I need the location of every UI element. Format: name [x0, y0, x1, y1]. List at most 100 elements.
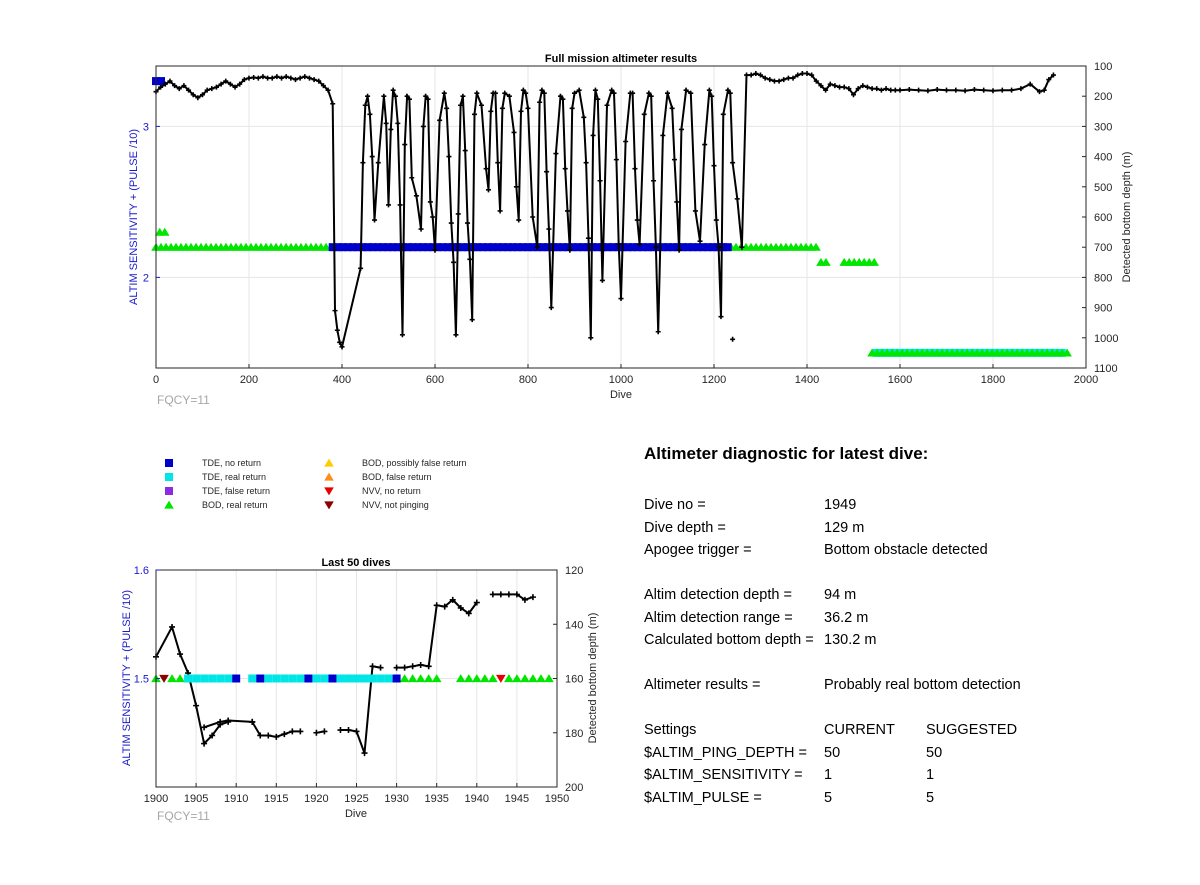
depth-point — [785, 75, 791, 81]
setting-current: 5 — [824, 789, 833, 806]
depth-point — [632, 166, 638, 172]
depth-point — [369, 154, 375, 160]
full-mission-ylabel: ALTIM SENSITIVITY + (PULSE /10) — [128, 129, 140, 305]
full-mission-title: Full mission altimeter results — [545, 53, 697, 65]
diagnostic-title: Altimeter diagnostic for latest dive: — [644, 444, 929, 463]
depth-point — [489, 591, 496, 598]
depth-point — [320, 83, 326, 89]
data-marker — [668, 243, 677, 252]
depth-point — [655, 329, 661, 335]
depth-point — [213, 84, 219, 90]
depth-point — [293, 77, 298, 83]
depth-point — [465, 220, 471, 226]
depth-point — [897, 87, 903, 93]
depth-point — [169, 623, 176, 630]
data-marker — [869, 257, 879, 266]
depth-point — [823, 87, 829, 93]
depth-point — [1050, 72, 1056, 78]
depth-point — [413, 193, 419, 199]
y2-tick-label: 1000 — [1094, 333, 1118, 345]
depth-point — [595, 96, 601, 102]
depth-point — [569, 105, 575, 111]
y2-tick-label: 700 — [1094, 242, 1112, 254]
depth-point — [334, 327, 340, 333]
depth-point — [302, 74, 308, 80]
data-marker — [463, 243, 472, 252]
dive-no-label: Dive no = — [644, 497, 706, 513]
depth-point — [523, 90, 529, 96]
depth-point — [585, 235, 591, 241]
depth-point — [753, 71, 759, 77]
data-marker — [603, 243, 612, 252]
x-tick-label: 1915 — [264, 793, 288, 805]
depth-point — [864, 84, 870, 90]
depth-point — [265, 75, 271, 81]
setting-suggested: 5 — [926, 789, 935, 806]
data-marker — [1062, 348, 1072, 357]
depth-point — [506, 93, 512, 99]
data-marker — [538, 243, 547, 252]
x-tick-label: 1400 — [795, 374, 819, 386]
data-marker — [403, 243, 412, 252]
depth-point — [795, 72, 801, 78]
depth-point — [460, 93, 466, 99]
data-marker — [480, 674, 490, 683]
data-marker — [248, 674, 257, 683]
depth-point — [725, 87, 731, 93]
calc-bottom-value: 130.2 m — [824, 632, 877, 648]
y-tick-label: 2 — [143, 272, 149, 284]
depth-point — [190, 92, 196, 98]
depth-point — [181, 83, 187, 89]
depth-point — [401, 664, 408, 671]
depth-point — [499, 105, 505, 111]
depth-point — [653, 244, 659, 250]
x-tick-label: 1910 — [224, 793, 248, 805]
dive-depth-row: Dive depth = 129 m — [644, 517, 1184, 540]
data-marker — [496, 674, 506, 683]
depth-point — [1018, 86, 1024, 92]
data-marker — [608, 243, 617, 252]
depth-point — [513, 591, 520, 598]
depth-point — [330, 101, 336, 107]
data-marker — [192, 674, 201, 683]
data-marker — [458, 243, 467, 252]
depth-point — [390, 87, 396, 93]
data-marker — [821, 257, 831, 266]
data-marker — [663, 243, 672, 252]
depth-point — [1046, 77, 1052, 83]
data-marker — [578, 243, 587, 252]
depth-point — [467, 256, 473, 262]
y2-tick-label: 900 — [1094, 303, 1112, 315]
data-marker — [344, 674, 353, 683]
depth-point — [246, 75, 252, 81]
data-marker — [157, 77, 165, 86]
depth-point — [337, 727, 344, 734]
depth-point — [548, 305, 554, 311]
altim-range-label: Altim detection range = — [644, 609, 793, 626]
depth-point — [934, 87, 940, 93]
data-marker — [520, 674, 530, 683]
depth-point — [306, 75, 312, 81]
y2-tick-label: 160 — [565, 674, 583, 686]
full-mission-y2-ticks: 100 200 300 400 500 600 700 800 900 1000 1100 — [1082, 61, 1118, 375]
depth-point — [529, 594, 536, 601]
y-tick-label: 1.6 — [134, 565, 149, 577]
data-marker — [723, 243, 732, 252]
y2-tick-label: 400 — [1094, 152, 1112, 164]
data-marker — [388, 243, 397, 252]
depth-point — [716, 244, 722, 250]
depth-point — [201, 724, 208, 731]
calc-bottom-label: Calculated bottom depth = — [644, 632, 814, 648]
depth-point — [455, 211, 461, 217]
x-tick-label: 1900 — [144, 793, 168, 805]
depth-point — [257, 732, 264, 739]
depth-point — [367, 111, 373, 117]
depth-point — [392, 93, 398, 99]
data-marker — [167, 674, 177, 683]
depth-point — [457, 604, 464, 611]
data-marker — [678, 243, 687, 252]
depth-point — [616, 241, 622, 247]
legend-label: TDE, no return — [202, 458, 261, 468]
x-tick-label: 1800 — [981, 374, 1005, 386]
data-marker — [553, 243, 562, 252]
